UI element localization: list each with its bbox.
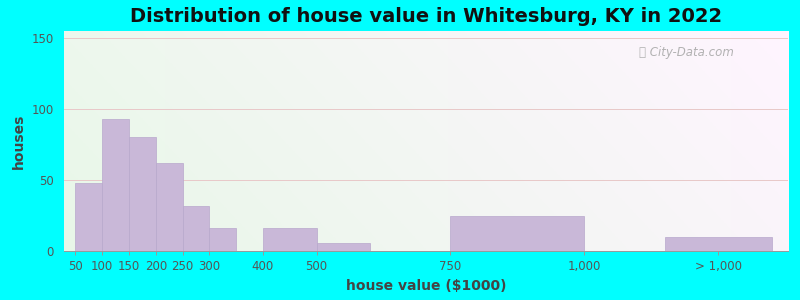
Bar [665, 237, 772, 251]
Y-axis label: houses: houses [12, 113, 26, 169]
Title: Distribution of house value in Whitesburg, KY in 2022: Distribution of house value in Whitesbur… [130, 7, 722, 26]
X-axis label: house value ($1000): house value ($1000) [346, 279, 506, 293]
Bar [450, 216, 584, 251]
Bar [182, 206, 210, 251]
Bar [317, 243, 370, 251]
Bar [263, 229, 317, 251]
Bar [156, 163, 182, 251]
Bar [102, 119, 129, 251]
Bar [210, 229, 236, 251]
Text: ⓘ City-Data.com: ⓘ City-Data.com [639, 46, 734, 59]
Bar [75, 183, 102, 251]
Bar [129, 137, 156, 251]
